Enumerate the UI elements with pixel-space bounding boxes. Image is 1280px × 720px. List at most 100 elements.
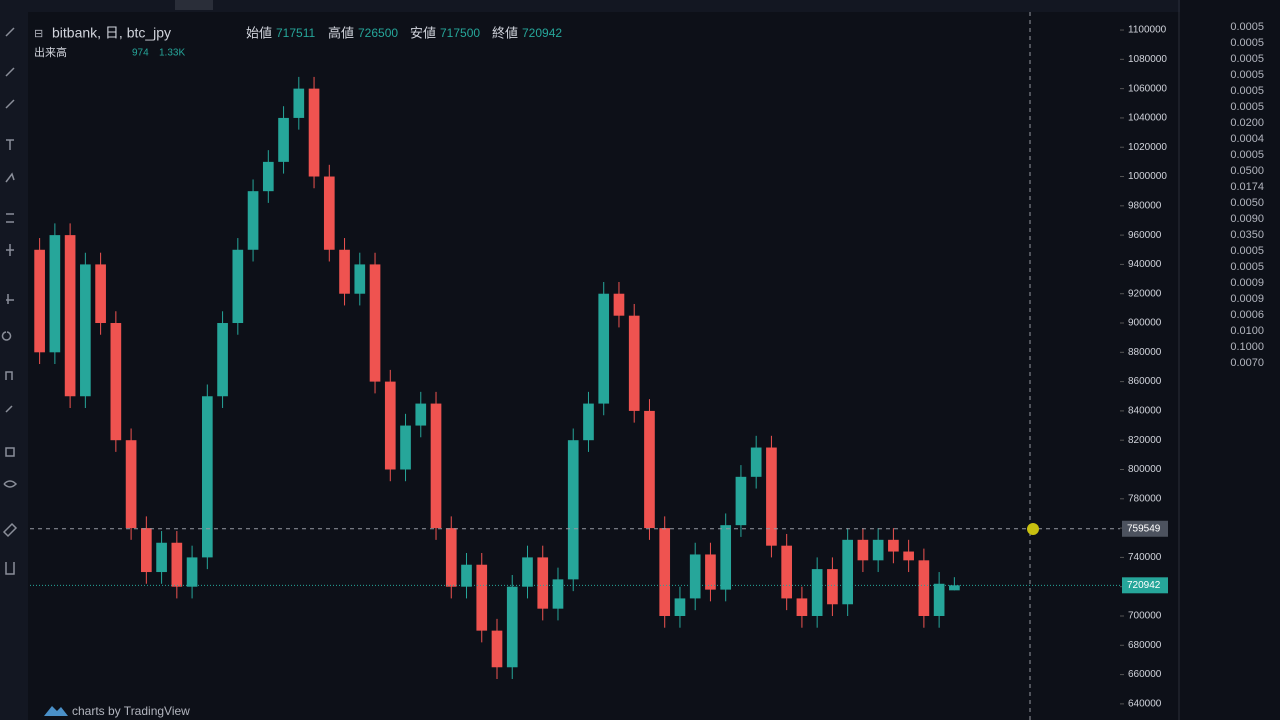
side-panel-value: 0.0005 bbox=[1230, 245, 1264, 257]
side-panel-value: 0.0009 bbox=[1230, 293, 1264, 305]
candle-body bbox=[110, 323, 122, 441]
toolbar-button[interactable] bbox=[175, 0, 213, 10]
open-label: 始値 bbox=[246, 25, 272, 40]
side-panel-value: 0.0005 bbox=[1230, 53, 1264, 65]
candle-body bbox=[491, 630, 503, 668]
side-panel-value: 0.0090 bbox=[1230, 213, 1264, 225]
side-panel-value: 0.0050 bbox=[1230, 197, 1264, 209]
candle-body bbox=[872, 539, 884, 561]
y-tick-label: 680000 bbox=[1128, 640, 1162, 651]
side-panel-value: 0.0009 bbox=[1230, 277, 1264, 289]
candle-body bbox=[278, 117, 289, 162]
side-panel-value: 0.0070 bbox=[1230, 357, 1264, 369]
candle-body bbox=[384, 381, 396, 470]
y-tick-label: 880000 bbox=[1128, 347, 1162, 358]
watermark[interactable]: charts by TradingView bbox=[72, 704, 190, 718]
candle-body bbox=[933, 583, 945, 616]
y-tick-label: 800000 bbox=[1128, 464, 1162, 475]
candle-body bbox=[613, 293, 625, 316]
candle-body bbox=[552, 579, 564, 609]
candle-body bbox=[781, 545, 793, 599]
side-panel-value: 0.0174 bbox=[1230, 181, 1264, 193]
side-panel-value: 0.0005 bbox=[1230, 85, 1264, 97]
open-value: 717511 bbox=[276, 26, 315, 40]
side-panel-value: 0.0005 bbox=[1230, 261, 1264, 273]
candle-body bbox=[95, 264, 106, 324]
candle-body bbox=[171, 542, 183, 587]
candle-body bbox=[80, 264, 91, 397]
low-label: 安値 bbox=[410, 25, 436, 40]
candle-body bbox=[476, 564, 488, 631]
candle-body bbox=[720, 525, 732, 590]
candle-body bbox=[369, 264, 381, 382]
y-tick-label: 980000 bbox=[1128, 200, 1162, 211]
close-value: 720942 bbox=[522, 26, 562, 40]
candle-body bbox=[766, 447, 777, 546]
side-panel-value: 0.0005 bbox=[1230, 69, 1264, 81]
candle-body bbox=[674, 598, 686, 616]
candle-body bbox=[339, 249, 350, 294]
symbol-title: bitbank, 日, btc_jpy bbox=[52, 25, 171, 41]
candle-body bbox=[628, 315, 640, 411]
candle-body bbox=[598, 293, 610, 404]
candle-body bbox=[430, 403, 442, 529]
candle-body bbox=[689, 554, 701, 599]
crosshair-price-tag bbox=[1122, 520, 1168, 537]
side-panel-value: 0.0500 bbox=[1230, 165, 1264, 177]
candle-body bbox=[842, 539, 853, 605]
y-tick-label: 700000 bbox=[1128, 611, 1162, 622]
candle-body bbox=[903, 551, 914, 561]
candle-body bbox=[156, 542, 167, 573]
y-tick-label: 1020000 bbox=[1128, 142, 1167, 153]
candle-body bbox=[537, 557, 549, 609]
candle-body bbox=[308, 88, 320, 177]
y-tick-label: 1100000 bbox=[1128, 25, 1167, 36]
candle-body bbox=[506, 586, 518, 668]
y-tick-label: 960000 bbox=[1128, 230, 1162, 241]
last-price-label: 720942 bbox=[1127, 580, 1161, 591]
plot-area bbox=[30, 29, 1124, 705]
candle-body bbox=[64, 235, 76, 397]
candle-body bbox=[918, 560, 930, 616]
candle-body bbox=[811, 569, 823, 616]
candle-body bbox=[201, 396, 213, 558]
side-panel-value: 0.0005 bbox=[1230, 149, 1264, 161]
candle-body bbox=[522, 557, 533, 587]
side-panel-value: 0.0200 bbox=[1230, 117, 1264, 129]
candle-body bbox=[323, 176, 335, 250]
candle-body bbox=[827, 569, 838, 605]
candle-body bbox=[262, 161, 274, 192]
candle-body bbox=[857, 539, 869, 561]
candle-body bbox=[232, 249, 244, 324]
side-panel-value: 0.0006 bbox=[1230, 309, 1264, 321]
volume-ma-value: 1.33K bbox=[159, 48, 185, 59]
top-toolbar[interactable] bbox=[0, 0, 1180, 12]
close-label: 終値 bbox=[492, 25, 518, 40]
side-panel-value: 0.0004 bbox=[1230, 133, 1264, 145]
low-value: 717500 bbox=[440, 26, 480, 40]
high-value: 726500 bbox=[358, 26, 398, 40]
candle-body bbox=[583, 403, 594, 441]
candle-body bbox=[354, 264, 366, 294]
volume-label: 出来高 bbox=[34, 45, 67, 59]
y-tick-label: 840000 bbox=[1128, 406, 1162, 417]
candle-body bbox=[796, 598, 808, 616]
crosshair-dot bbox=[1027, 523, 1039, 535]
y-tick-label: 820000 bbox=[1128, 435, 1162, 446]
side-panel-value: 0.0005 bbox=[1230, 21, 1264, 33]
y-tick-label: 1060000 bbox=[1128, 83, 1167, 94]
high-label: 高値 bbox=[328, 25, 354, 40]
candle-body bbox=[750, 447, 762, 477]
y-tick-label: 660000 bbox=[1128, 669, 1162, 680]
collapse-icon[interactable]: ⊟ bbox=[34, 28, 43, 40]
left-toolbar[interactable] bbox=[0, 0, 28, 720]
candle-body bbox=[888, 539, 899, 552]
side-panel-value: 0.0005 bbox=[1230, 101, 1264, 113]
y-tick-label: 1040000 bbox=[1128, 113, 1167, 124]
candle-body bbox=[217, 323, 228, 397]
last-price-tag bbox=[1122, 577, 1168, 594]
candle-body bbox=[400, 425, 411, 470]
